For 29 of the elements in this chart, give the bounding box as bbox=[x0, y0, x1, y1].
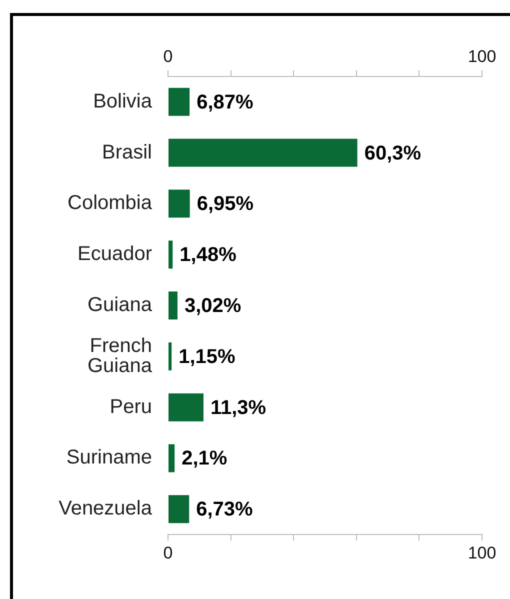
bar bbox=[168, 138, 358, 167]
data-label: 11,3% bbox=[210, 396, 266, 419]
y-tick-label: Ecuador bbox=[78, 243, 152, 266]
x2-tick-label: 100 bbox=[468, 46, 496, 66]
data-label: 2,1% bbox=[182, 448, 228, 470]
data-label: 6,95% bbox=[196, 193, 254, 216]
data-label: 3,02% bbox=[184, 295, 242, 318]
bar bbox=[168, 495, 190, 524]
bar bbox=[168, 342, 172, 370]
data-label: 6,87% bbox=[196, 91, 254, 114]
y-tick-label: Brasil bbox=[102, 141, 152, 164]
y-tick-label: Peru bbox=[110, 396, 152, 418]
y-tick-label: Venezuela bbox=[58, 498, 153, 520]
bar bbox=[168, 444, 175, 472]
bar bbox=[168, 88, 190, 116]
bar bbox=[168, 292, 178, 320]
y-tick-label: Colombia bbox=[68, 192, 153, 214]
y-tick-label: French Guiana bbox=[88, 334, 153, 377]
y-tick-label: Suriname bbox=[66, 446, 152, 469]
bar bbox=[168, 240, 173, 269]
data-label: 6,73% bbox=[196, 498, 254, 521]
y-tick-label: Guiana bbox=[88, 294, 153, 316]
data-label: 1,15% bbox=[178, 346, 236, 368]
y-tick-label: Bolivia bbox=[93, 90, 153, 112]
data-label: 1,48% bbox=[180, 244, 237, 266]
bar bbox=[168, 190, 190, 218]
data-label: 60,3% bbox=[364, 142, 422, 164]
bar bbox=[168, 393, 204, 422]
x2-tick-label: 0 bbox=[163, 46, 173, 66]
